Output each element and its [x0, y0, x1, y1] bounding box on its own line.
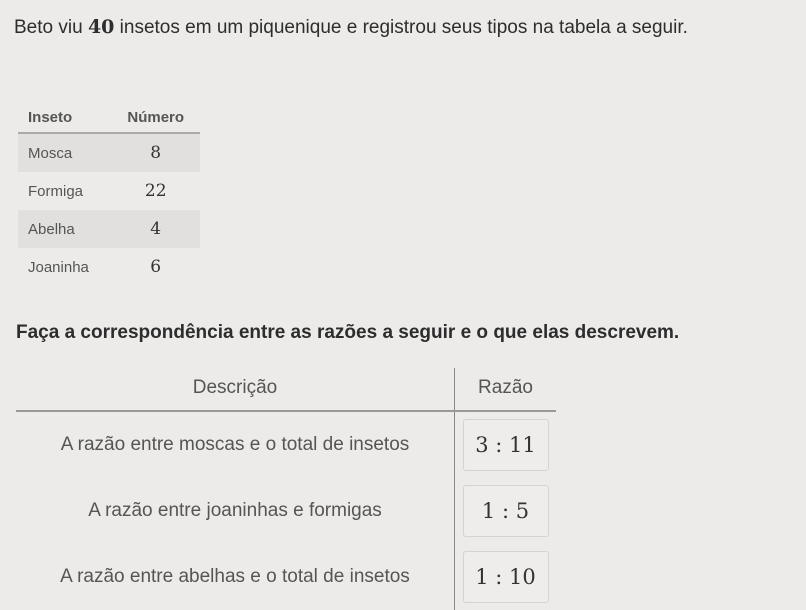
column-header: Inseto	[18, 102, 112, 134]
problem-intro: Beto viu 40 insetos em um piquenique e r…	[14, 14, 774, 41]
table-row: Formiga 22	[18, 172, 200, 210]
intro-text: Beto viu	[14, 17, 88, 38]
table-row: Mosca 8	[18, 133, 200, 172]
insect-name: Mosca	[18, 133, 112, 172]
insect-name: Formiga	[28, 182, 84, 200]
ratio-tile[interactable]: 1 : 5	[462, 485, 549, 537]
insect-number: 8	[111, 133, 200, 172]
ratio-tile[interactable]: 1 : 10	[462, 551, 549, 603]
column-header: Descrição	[16, 368, 455, 410]
match-row: A razão entre abelhas e o total de inset…	[16, 544, 556, 610]
match-row: A razão entre joaninhas e formigas 1 : 5	[16, 478, 556, 544]
insect-number: 6	[150, 257, 162, 277]
insect-count: 40	[87, 16, 115, 38]
insect-number: 22	[144, 181, 167, 201]
intro-text: insetos em um piquenique e registrou seu…	[114, 17, 688, 38]
description: A razão entre moscas e o total de inseto…	[16, 412, 455, 478]
table-row: Joaninha 6	[18, 248, 200, 286]
description: A razão entre abelhas e o total de inset…	[16, 544, 455, 610]
insect-number: 4	[111, 210, 200, 248]
insect-name: Abelha	[18, 210, 112, 248]
match-row: A razão entre moscas e o total de inseto…	[16, 412, 556, 478]
table-row: Abelha 4	[18, 210, 200, 248]
ratio-tile[interactable]: 3 : 11	[462, 419, 549, 471]
description: A razão entre joaninhas e formigas	[16, 478, 455, 544]
insect-table: Inseto Número Mosca 8 Formiga 22 Abelha 4 Jo…	[18, 102, 200, 286]
column-header: Razão	[478, 377, 533, 398]
matching-table: Descrição Razão A razão entre moscas e o …	[16, 368, 556, 610]
question-text: Faça a correspondência entre as razões a…	[16, 322, 680, 343]
insect-name: Joaninha	[28, 258, 89, 276]
column-header: Número	[111, 102, 200, 134]
